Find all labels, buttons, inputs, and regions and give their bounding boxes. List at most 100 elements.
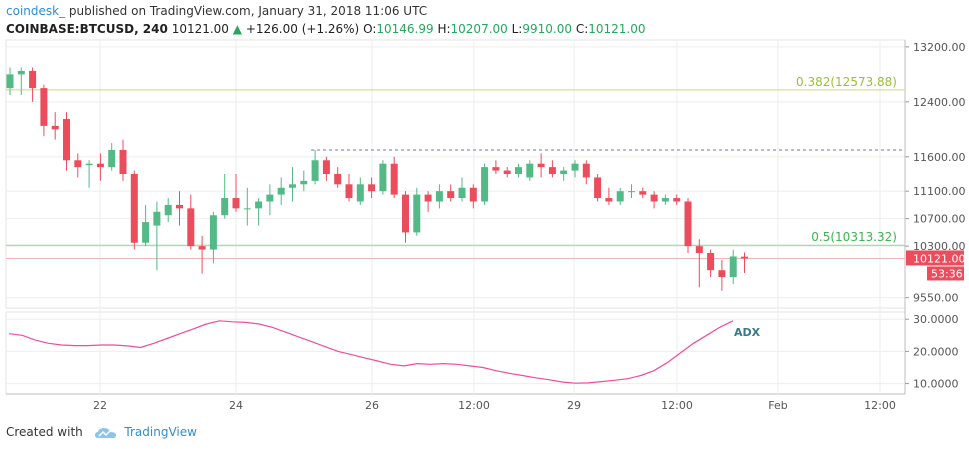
candle-body [368, 184, 376, 192]
adx-tick-label: 10.0000 [913, 378, 959, 391]
candle-body [334, 174, 342, 185]
price-tick-label: 11100.00 [913, 185, 966, 198]
candle [63, 112, 70, 171]
fib-level-label: 0.382(12573.88) [796, 75, 897, 89]
candle-body [40, 88, 48, 126]
candle [481, 163, 489, 205]
symbol-label: COINBASE:BTCUSD, 240 [6, 22, 168, 36]
candle [605, 187, 613, 205]
price-chart[interactable]: 22 24 26 12:00 29 12:00 Feb 12:00 13200.00 12400.… [0, 0, 969, 420]
fib-level-label: 0.5(10313.32) [811, 230, 897, 244]
up-arrow-icon: ▲ [232, 22, 243, 36]
candle [616, 187, 624, 205]
candle-body [322, 160, 330, 174]
candle [707, 249, 715, 278]
candle-body [232, 198, 240, 209]
candle-body [650, 194, 658, 202]
candle-body [96, 163, 104, 168]
low-value: 9910.00 [522, 22, 572, 36]
price-tick-label: 12400.00 [913, 96, 966, 109]
x-tick-label: 29 [567, 399, 581, 412]
last-price: 10121.00 [171, 22, 229, 36]
candle-body [198, 246, 206, 250]
candle [119, 139, 127, 181]
candle-body [402, 194, 409, 233]
candle [255, 198, 263, 226]
price-tick-label: 10700.00 [913, 213, 966, 226]
open-value: 10146.99 [376, 22, 434, 36]
published-text: published on TradingView.com, January 31… [68, 4, 428, 18]
candle [515, 163, 522, 178]
candle [266, 184, 274, 216]
price-pane [5, 39, 906, 309]
candle [492, 160, 500, 174]
candle [548, 160, 556, 178]
candle-body [571, 163, 579, 171]
candle [560, 167, 568, 181]
candle [289, 167, 296, 202]
price-tick-label: 10300.00 [913, 240, 966, 253]
candle [695, 239, 703, 288]
x-tick-label: 24 [229, 399, 243, 412]
candle-body [153, 211, 161, 226]
candle-body [469, 187, 477, 202]
candle [729, 249, 737, 284]
tradingview-link[interactable]: TradingView [124, 425, 197, 439]
candle [164, 198, 172, 223]
candle [639, 187, 647, 199]
adx-tick-label: 20.0000 [913, 345, 959, 358]
candle [198, 235, 206, 274]
countdown-badge [927, 266, 964, 281]
candle-body [628, 191, 635, 193]
candle-body [718, 270, 726, 278]
candle-body [503, 170, 511, 174]
candle-body [51, 125, 59, 130]
candle [673, 194, 681, 205]
x-tick-label: 26 [365, 399, 379, 412]
candle [311, 149, 319, 185]
candle-body [616, 191, 624, 202]
candle [96, 153, 104, 181]
candle [334, 167, 342, 188]
candle-body [594, 177, 602, 199]
candle [390, 156, 398, 199]
candle [232, 174, 240, 212]
candle-body [661, 198, 669, 202]
candle-body [515, 167, 522, 174]
open-label: O: [363, 22, 377, 36]
tradingview-cloud-icon [94, 427, 116, 438]
candle-body [209, 215, 217, 250]
candle-body [130, 174, 138, 243]
candle [402, 191, 409, 243]
candle [345, 174, 353, 202]
price-tick-label: 9550.00 [913, 292, 959, 305]
candle [221, 174, 229, 219]
candle-body [255, 201, 263, 209]
current-price-badge [906, 250, 964, 266]
candle [661, 194, 669, 205]
candle [51, 112, 59, 140]
candle [424, 191, 432, 212]
candle-body [164, 204, 172, 216]
low-label: L: [511, 22, 523, 36]
candle-body [729, 256, 737, 278]
x-tick-label: 12:00 [661, 399, 693, 412]
candle-body [582, 163, 590, 178]
x-tick-label: Feb [768, 399, 787, 412]
high-label: H: [437, 22, 451, 36]
adx-line [8, 320, 734, 384]
candle [368, 177, 376, 199]
candle [571, 160, 579, 178]
created-with-text: Created with [6, 425, 83, 439]
author-link[interactable]: coindesk_ [6, 4, 66, 18]
candle-body [266, 194, 274, 202]
candle-body [492, 167, 500, 171]
candle [447, 184, 455, 202]
price-change: +126.00 (+1.26%) [245, 22, 360, 36]
candle [40, 84, 48, 137]
candle [176, 191, 183, 226]
candle-body [142, 222, 150, 243]
candle-body [424, 194, 432, 202]
candle [108, 143, 116, 171]
candle [458, 177, 466, 202]
